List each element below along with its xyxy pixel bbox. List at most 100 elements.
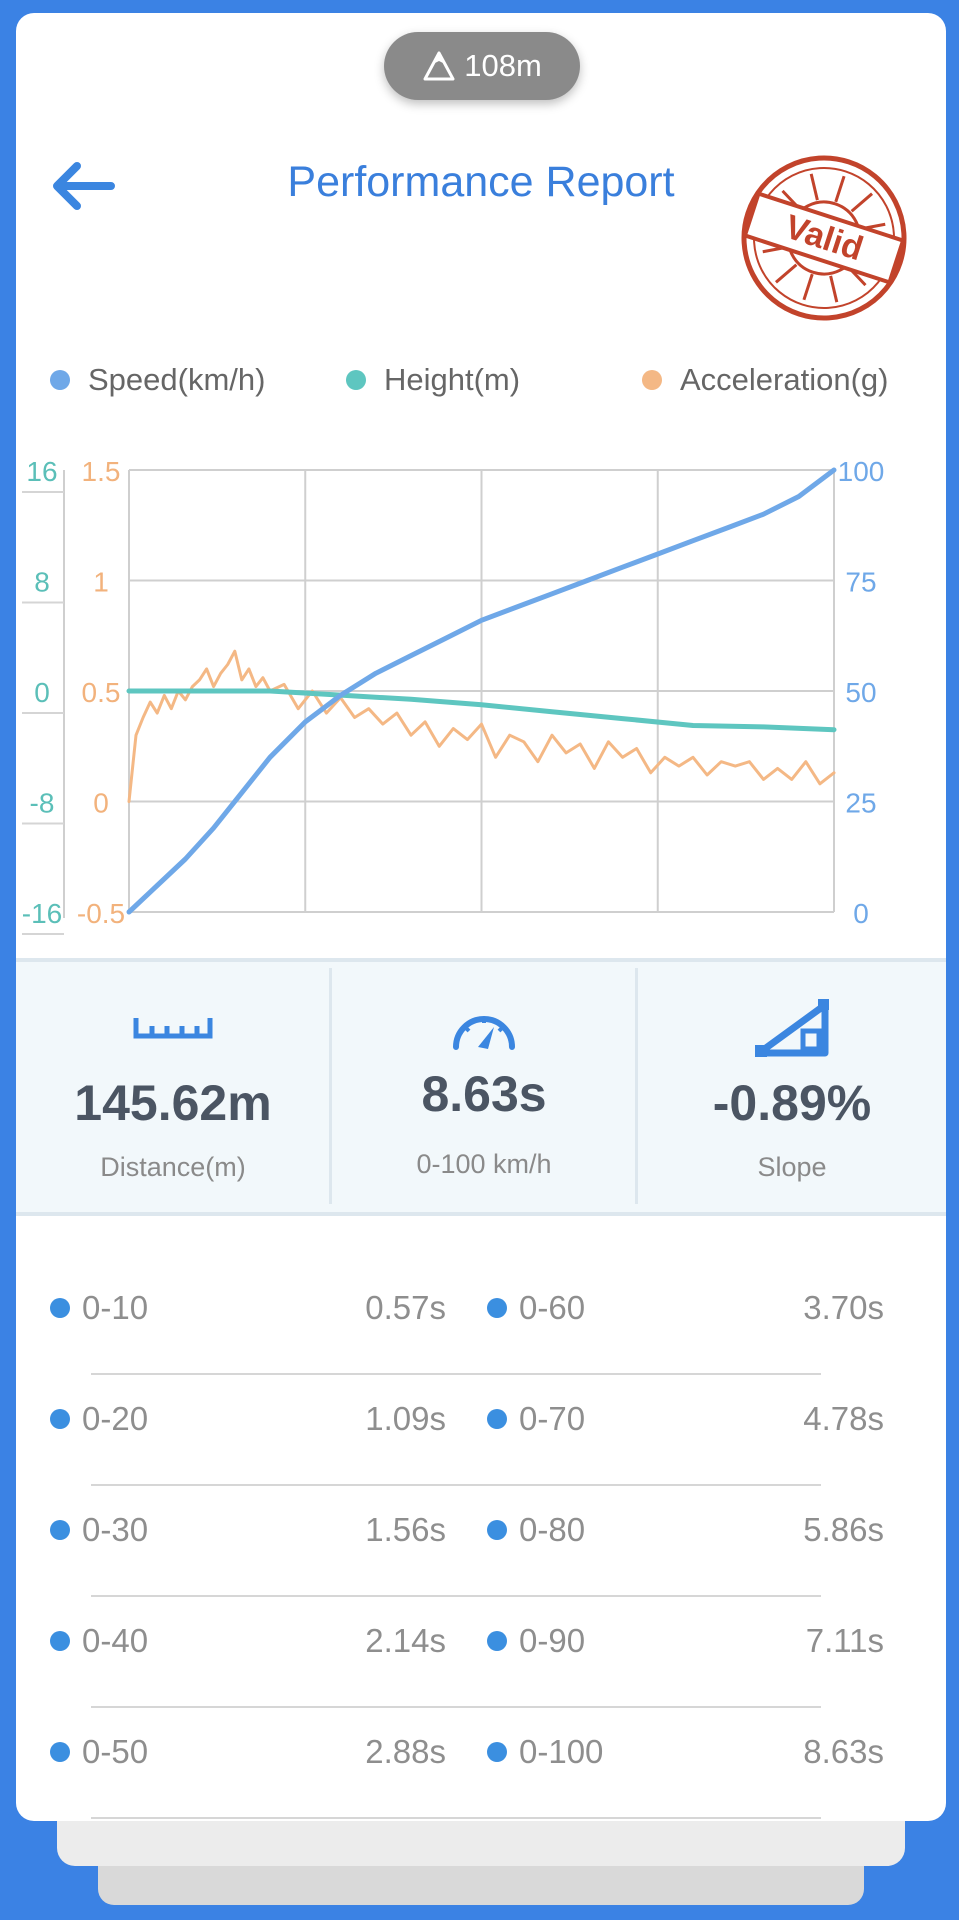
altitude-badge: 108m [384, 32, 580, 100]
split-left: 0-50 [50, 1727, 148, 1777]
row-divider [91, 1484, 821, 1486]
acceleration-tick-label: 0 [93, 788, 109, 819]
split-right: 0-70 [487, 1394, 585, 1444]
stat-distance: 145.62m Distance(m) [16, 962, 330, 1212]
speed-tick-label: 100 [838, 456, 885, 487]
height-tick-label: 0 [34, 677, 50, 708]
zero-to-hundred-value: 8.63s [421, 1066, 547, 1122]
speed-tick-label: 75 [845, 567, 876, 598]
height-tick-label: -16 [22, 898, 62, 929]
bullet-dot [487, 1298, 507, 1318]
stat-acceleration-time: 8.63s 0-100 km/h [332, 962, 636, 1212]
legend-height-label: Height(m) [384, 362, 521, 397]
legend-acceleration-label: Acceleration(g) [680, 362, 889, 397]
split-value: 3.70s [803, 1289, 884, 1326]
split-label: 0-80 [519, 1511, 586, 1548]
chart-legend: Speed(km/h) Height(m) Acceleration(g) [16, 343, 946, 417]
bullet-dot [50, 1742, 70, 1762]
valid-stamp: Valid [734, 148, 914, 328]
split-label: 0-70 [519, 1400, 586, 1437]
acceleration-tick-label: -0.5 [77, 898, 125, 929]
speed-tick-label: 50 [845, 677, 876, 708]
arrow-left-icon [47, 158, 117, 219]
bullet-dot [487, 1631, 507, 1651]
back-button[interactable] [42, 148, 122, 228]
split-right: 0-60 [487, 1283, 585, 1333]
stat-slope: -0.89% Slope [638, 962, 946, 1212]
page-title: Performance Report [287, 158, 675, 206]
speedometer-icon [450, 1003, 518, 1058]
split-label: 0-20 [82, 1400, 149, 1437]
legend-speed: Speed(km/h) [50, 343, 265, 417]
split-value: 0.57s [365, 1289, 446, 1326]
split-row: 0-50 2.88s 0-100 8.63s [16, 1707, 946, 1819]
split-value: 8.63s [803, 1733, 884, 1770]
ruler-icon [133, 1016, 213, 1045]
zero-to-hundred-label: 0-100 km/h [416, 1149, 552, 1179]
split-value: 7.11s [805, 1622, 884, 1659]
mountain-icon [422, 49, 456, 83]
bullet-dot [50, 1409, 70, 1429]
split-value: 1.09s [365, 1400, 446, 1437]
split-value: 1.56s [365, 1511, 446, 1548]
split-left: 0-40 [50, 1616, 148, 1666]
split-right: 0-100 [487, 1727, 603, 1777]
split-row: 0-40 2.14s 0-90 7.11s [16, 1596, 946, 1708]
legend-height: Height(m) [346, 343, 520, 417]
acceleration-series-line [127, 649, 836, 803]
bullet-dot [487, 1742, 507, 1762]
bullet-dot [487, 1409, 507, 1429]
altitude-value: 108m [464, 48, 542, 83]
split-row: 0-30 1.56s 0-80 5.86s [16, 1485, 946, 1597]
stats-divider [635, 968, 638, 1204]
split-left: 0-20 [50, 1394, 148, 1444]
row-divider [91, 1817, 821, 1819]
speed-series-line [126, 467, 837, 915]
split-label: 0-90 [519, 1622, 586, 1659]
bullet-dot [50, 1520, 70, 1540]
bullet-dot [50, 1298, 70, 1318]
split-value: 2.88s [365, 1733, 446, 1770]
split-right: 0-90 [487, 1616, 585, 1666]
split-label: 0-40 [82, 1622, 149, 1659]
speed-tick-label: 25 [845, 788, 876, 819]
performance-chart: 16 8 0 -8 -16 1.5 1 0.5 0 -0.5 100 75 50 25 0 [22, 456, 885, 935]
height-series-line [126, 688, 837, 733]
height-tick-label: -8 [30, 788, 55, 819]
split-right: 0-80 [487, 1505, 585, 1555]
slope-value: -0.89% [712, 1075, 872, 1131]
split-label: 0-30 [82, 1511, 149, 1548]
legend-acceleration-dot [642, 370, 662, 390]
split-label: 0-100 [519, 1733, 604, 1770]
distance-label: Distance(m) [100, 1152, 246, 1182]
legend-acceleration: Acceleration(g) [642, 343, 888, 417]
acceleration-tick-label: 1.5 [82, 456, 121, 487]
report-card: 108m Performance Report Valid [16, 13, 946, 1821]
legend-speed-label: Speed(km/h) [88, 362, 266, 397]
split-value: 4.78s [803, 1400, 884, 1437]
acceleration-tick-label: 1 [93, 567, 109, 598]
split-left: 0-10 [50, 1283, 148, 1333]
distance-value: 145.62m [74, 1075, 272, 1131]
speed-tick-label: 0 [853, 898, 869, 929]
bullet-dot [50, 1631, 70, 1651]
stats-divider [329, 968, 332, 1204]
split-label: 0-60 [519, 1289, 586, 1326]
split-label: 0-10 [82, 1289, 149, 1326]
split-row: 0-10 0.57s 0-60 3.70s [16, 1263, 946, 1375]
split-left: 0-30 [50, 1505, 148, 1555]
slope-label: Slope [757, 1152, 827, 1182]
split-row: 0-20 1.09s 0-70 4.78s [16, 1374, 946, 1486]
legend-speed-dot [50, 370, 70, 390]
legend-height-dot [346, 370, 366, 390]
acceleration-tick-label: 0.5 [82, 677, 121, 708]
height-tick-label: 16 [26, 456, 57, 487]
split-value: 2.14s [365, 1622, 446, 1659]
height-tick-label: 8 [34, 567, 50, 598]
row-divider [91, 1706, 821, 1708]
bullet-dot [487, 1520, 507, 1540]
row-divider [91, 1595, 821, 1597]
split-label: 0-50 [82, 1733, 149, 1770]
row-divider [91, 1373, 821, 1375]
split-value: 5.86s [803, 1511, 884, 1548]
